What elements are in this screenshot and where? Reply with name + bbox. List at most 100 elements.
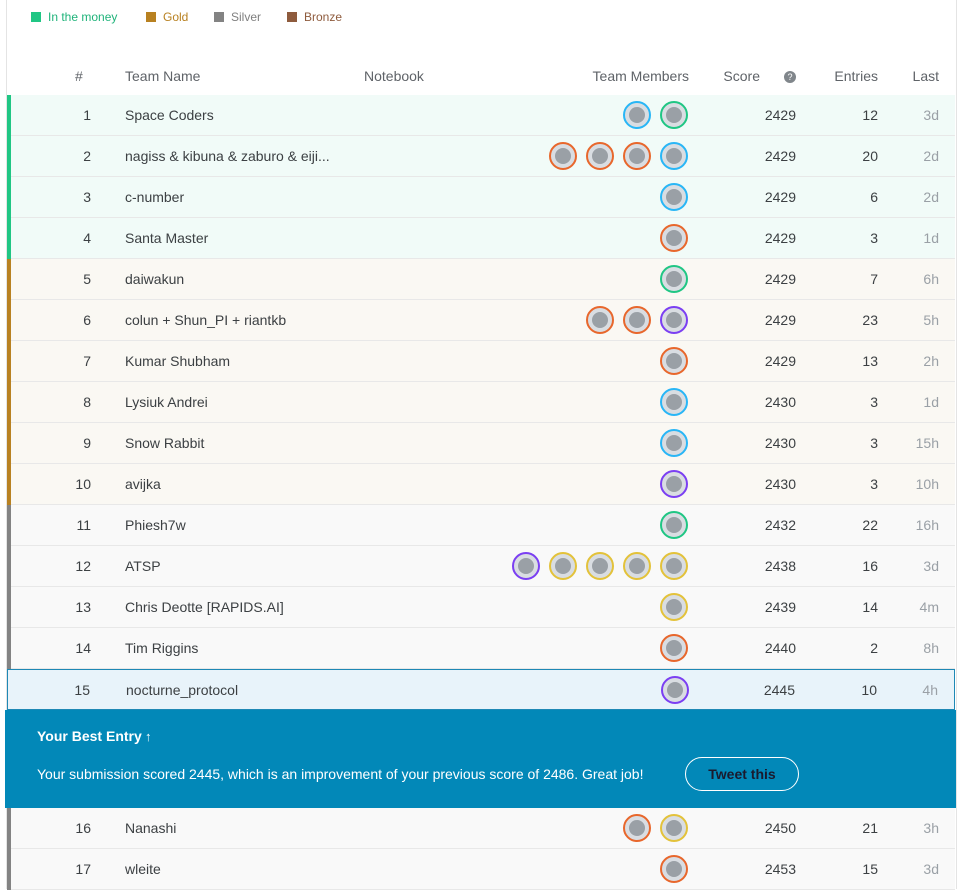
member-avatar[interactable]	[586, 306, 614, 334]
leaderboard-row[interactable]: 4 Santa Master 2429 3 1d	[7, 218, 955, 259]
member-avatar[interactable]	[660, 552, 688, 580]
column-header[interactable]: Entries	[834, 68, 878, 84]
leaderboard-row[interactable]: 6 colun + Shun_PI + riantkb 2429 23 5h	[7, 300, 955, 341]
member-avatar[interactable]	[660, 388, 688, 416]
team-name[interactable]: Snow Rabbit	[125, 435, 205, 451]
member-avatar[interactable]	[512, 552, 540, 580]
member-avatar[interactable]	[661, 676, 689, 704]
member-avatar[interactable]	[660, 265, 688, 293]
member-avatar[interactable]	[549, 142, 577, 170]
team-name[interactable]: Nanashi	[125, 820, 177, 836]
legend-item: Bronze	[287, 10, 342, 24]
leaderboard-row[interactable]: 14 Tim Riggins 2440 2 8h	[7, 628, 955, 669]
team-name[interactable]: wleite	[125, 861, 161, 877]
team-name[interactable]: Tim Riggins	[125, 640, 199, 656]
team-name[interactable]: colun + Shun_PI + riantkb	[125, 312, 287, 328]
team-name[interactable]: Phiesh7w	[125, 517, 186, 533]
score: 2450	[764, 820, 796, 836]
last: 4m	[919, 599, 939, 615]
score: 2430	[764, 435, 796, 451]
entries: 15	[862, 861, 878, 877]
rank: 4	[83, 230, 91, 246]
leaderboard-row[interactable]: 8 Lysiuk Andrei 2430 3 1d	[7, 382, 955, 423]
leaderboard-row[interactable]: 12 ATSP 2438 16 3d	[7, 546, 955, 587]
rank: 12	[75, 558, 91, 574]
medal-bar	[7, 341, 11, 382]
team-name[interactable]: avijka	[125, 476, 161, 492]
column-header[interactable]: Score	[723, 68, 760, 84]
legend-swatch	[146, 12, 156, 22]
member-avatar[interactable]	[549, 552, 577, 580]
last: 10h	[915, 476, 939, 492]
last: 1d	[923, 394, 939, 410]
team-name[interactable]: nagiss & kibuna & zaburo & eiji...	[125, 148, 330, 164]
member-avatar[interactable]	[586, 552, 614, 580]
medal-bar	[7, 505, 11, 546]
leaderboard-row[interactable]: 5 daiwakun 2429 7 6h	[7, 259, 955, 300]
last: 3d	[923, 861, 939, 877]
leaderboard-row[interactable]: 17 wleite 2453 15 3d	[7, 849, 955, 890]
member-avatar[interactable]	[623, 101, 651, 129]
legend-label: Silver	[231, 10, 262, 24]
member-avatar[interactable]	[660, 511, 688, 539]
last: 3d	[923, 558, 939, 574]
medal-bar	[7, 382, 11, 423]
column-header[interactable]: #	[75, 68, 83, 84]
leaderboard-row[interactable]: 16 Nanashi 2450 21 3h	[7, 808, 955, 849]
member-avatar[interactable]	[586, 142, 614, 170]
member-avatar[interactable]	[623, 814, 651, 842]
team-name[interactable]: daiwakun	[125, 271, 185, 287]
score: 2432	[764, 517, 796, 533]
column-header[interactable]: Last	[912, 68, 939, 84]
leaderboard-row[interactable]: 2 nagiss & kibuna & zaburo & eiji... 2429 2…	[7, 136, 955, 177]
legend-swatch	[214, 12, 224, 22]
medal-bar	[7, 177, 11, 218]
leaderboard-row[interactable]: 11 Phiesh7w 2432 22 16h	[7, 505, 955, 546]
team-name[interactable]: c-number	[125, 189, 185, 205]
leaderboard-row[interactable]: 15 nocturne_protocol 2445 10 4h	[7, 669, 955, 710]
member-avatar[interactable]	[660, 634, 688, 662]
entries: 13	[862, 353, 878, 369]
team-name[interactable]: Santa Master	[125, 230, 209, 246]
member-avatar[interactable]	[660, 855, 688, 883]
entries: 3	[870, 230, 878, 246]
member-avatar[interactable]	[623, 552, 651, 580]
team-name[interactable]: ATSP	[125, 558, 161, 574]
member-avatar[interactable]	[660, 470, 688, 498]
leaderboard-row[interactable]: 13 Chris Deotte [RAPIDS.AI] 2439 14 4m	[7, 587, 955, 628]
leaderboard-row[interactable]: 1 Space Coders 2429 12 3d	[7, 95, 955, 136]
team-name[interactable]: nocturne_protocol	[126, 682, 239, 698]
rank: 14	[75, 640, 91, 656]
entries: 21	[862, 820, 878, 836]
legend-swatch	[31, 12, 41, 22]
member-avatar[interactable]	[623, 142, 651, 170]
member-avatar[interactable]	[660, 429, 688, 457]
member-avatar[interactable]	[660, 347, 688, 375]
member-avatar[interactable]	[660, 814, 688, 842]
leaderboard-row[interactable]: 9 Snow Rabbit 2430 3 15h	[7, 423, 955, 464]
column-header[interactable]: Team Name	[125, 68, 201, 84]
leaderboard-row[interactable]: 7 Kumar Shubham 2429 13 2h	[7, 341, 955, 382]
score: 2439	[764, 599, 796, 615]
team-name[interactable]: Lysiuk Andrei	[125, 394, 208, 410]
member-avatar[interactable]	[660, 183, 688, 211]
score: 2429	[764, 230, 796, 246]
team-name[interactable]: Kumar Shubham	[125, 353, 231, 369]
legend-label: In the money	[48, 10, 118, 24]
legend-label: Gold	[163, 10, 189, 24]
member-avatar[interactable]	[660, 306, 688, 334]
rank: 1	[83, 107, 91, 123]
leaderboard-row[interactable]: 3 c-number 2429 6 2d	[7, 177, 955, 218]
team-name[interactable]: Space Coders	[125, 107, 214, 123]
leaderboard-row[interactable]: 10 avijka 2430 3 10h	[7, 464, 955, 505]
member-avatar[interactable]	[660, 224, 688, 252]
medal-bar	[7, 546, 11, 587]
legend-item: Gold	[146, 10, 188, 24]
tweet-button[interactable]: Tweet this	[685, 757, 799, 791]
member-avatar[interactable]	[623, 306, 651, 334]
member-avatar[interactable]	[660, 142, 688, 170]
team-name[interactable]: Chris Deotte [RAPIDS.AI]	[125, 599, 284, 615]
member-avatar[interactable]	[660, 593, 688, 621]
member-avatar[interactable]	[660, 101, 688, 129]
